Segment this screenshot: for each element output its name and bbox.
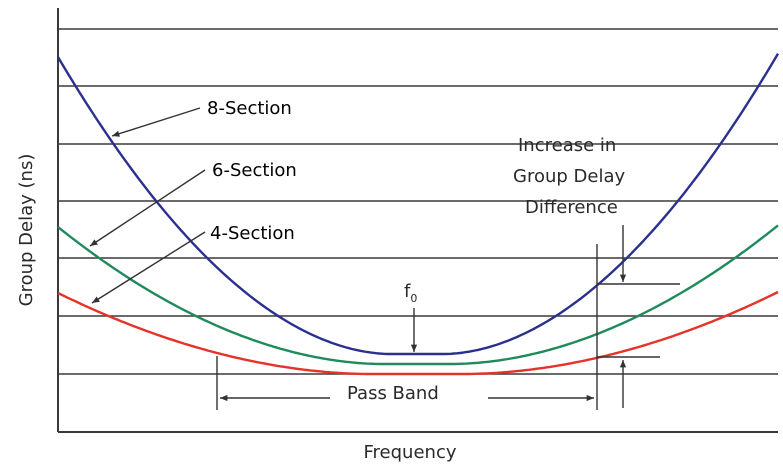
grid-lines [58, 28, 778, 375]
increase-label-line1: Increase in [518, 135, 616, 156]
curve-8-section [56, 52, 780, 356]
series-label-6-section: 6-Section [212, 160, 297, 181]
passband-label: Pass Band [347, 383, 439, 404]
axes [57, 8, 778, 433]
f0-label: f0 [404, 281, 417, 305]
arrow-increase-down [619, 225, 627, 282]
arrow-increase-up [619, 360, 627, 408]
series-curves [56, 52, 780, 376]
annotation-arrows [89, 107, 680, 410]
arrow-4-section [91, 231, 206, 304]
arrow-6-section [89, 169, 206, 247]
series-label-8-section: 8-Section [207, 98, 292, 119]
arrow-passband-right [488, 394, 594, 402]
arrow-f0 [410, 308, 418, 352]
arrow-8-section [111, 107, 201, 137]
curve-6-section [57, 224, 779, 366]
arrow-passband-left [220, 394, 330, 402]
y-axis-title: Group Delay (ns) [16, 154, 37, 307]
increase-label-line2: Group Delay [513, 166, 625, 187]
increase-label-line3: Difference [525, 197, 618, 218]
curve-4-section [57, 290, 779, 376]
x-axis-title: Frequency [364, 442, 457, 463]
series-label-4-section: 4-Section [210, 223, 295, 244]
